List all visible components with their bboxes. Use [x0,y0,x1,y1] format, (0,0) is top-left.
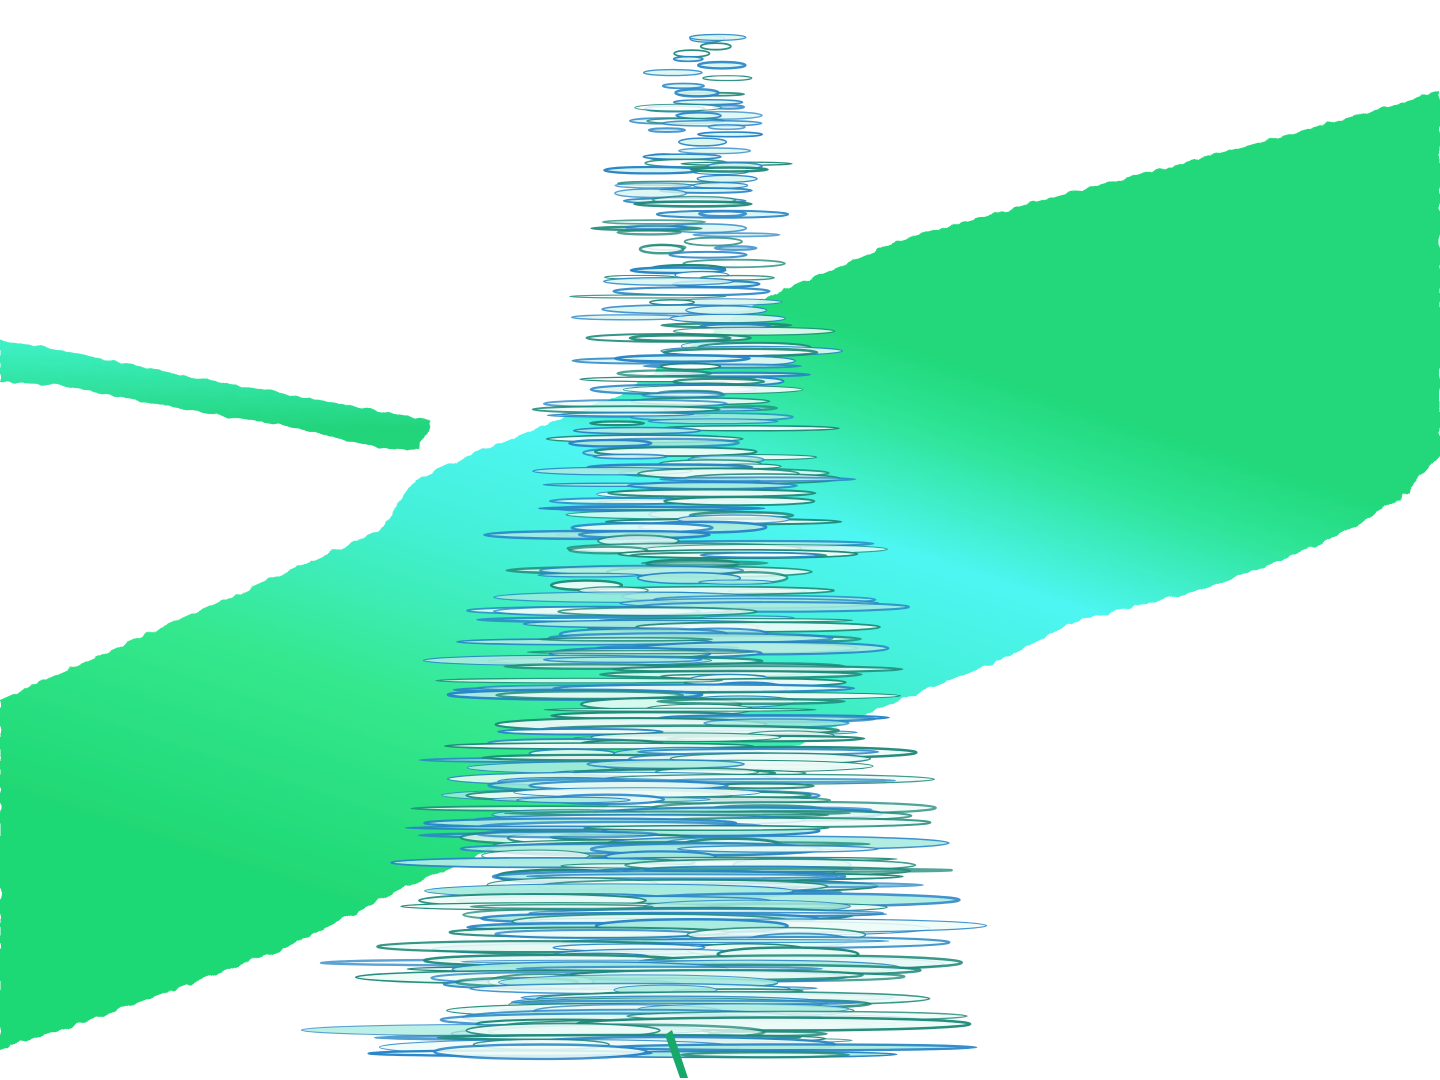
wave-streak [494,928,701,940]
wave-streak [685,305,768,316]
wave-streak [495,690,685,700]
wave-streak [678,137,728,147]
wave-streak [475,830,660,839]
wave-streak [672,326,836,336]
surface-spike [665,1030,688,1078]
wave-streak [433,1043,649,1061]
wave-streak [601,219,707,225]
wave-streak [661,82,706,90]
wave-streak [707,123,746,131]
wave-streak [647,418,779,425]
wave-streak [537,572,641,578]
wave-streak [531,405,721,414]
wave-streak [612,286,771,297]
wave-streak [614,182,693,189]
wave-streak [638,243,685,255]
wave-streak [656,697,846,706]
wave-streak [616,229,682,236]
wave-streak [586,758,745,770]
wave-streak [497,727,664,736]
wave-streaks [300,33,988,1078]
wave-streak [526,649,756,655]
wave-streak [673,49,711,58]
wave-streak [572,426,702,435]
wave-streak [589,420,646,427]
wave-streak [614,188,688,199]
wave-streak [699,42,732,51]
wave-streak [633,200,753,208]
wave-streak [616,369,713,378]
wave-streak [568,438,653,448]
wave-streak [683,236,743,247]
wave-streak [663,496,816,507]
wave-streak [640,560,769,566]
wave-streak [647,127,687,133]
wave-streak [607,488,817,498]
wave-streak [669,313,787,324]
wave-streak [699,551,821,559]
wave-streak [697,209,748,218]
wave-streak [537,505,766,512]
wave-streak [543,707,817,712]
wave-streak [626,481,798,490]
wave-streak [702,75,753,82]
wave-streak [583,824,830,831]
wave-streak [569,294,727,299]
wave-streak [602,276,735,286]
wave-streak [697,60,747,70]
wave-streak [624,224,689,231]
wave-streak [676,844,879,853]
wave-streak [516,796,631,804]
wave-streak [659,362,722,371]
branch-tube [0,340,430,450]
wave-streak [658,476,857,483]
wave-streak [592,453,669,460]
wave-streak [692,232,781,238]
wave-streak [634,103,722,112]
wave-streak [668,250,748,259]
wave-streak [559,412,695,417]
wave-streak [688,33,747,42]
wave-streak [697,131,764,138]
wave-streak [672,55,704,63]
wave-streak [609,1043,978,1052]
wave-streak [713,245,758,251]
wave-streak [689,166,769,173]
wave-streak [642,68,703,77]
wave-streak [613,354,751,363]
wave-streak [542,656,703,664]
wave-streak [603,165,702,175]
wave-streak [698,579,774,585]
wave-streak [590,732,782,743]
wave-streak [435,677,724,684]
wave-streak [537,636,714,642]
wave-streak [525,873,839,880]
wave-streak [648,298,696,306]
wave-streak [641,391,726,399]
wave-streak [679,1051,851,1059]
wave-streak [677,147,752,155]
wave-streak [674,87,720,98]
wave-streak [557,606,758,617]
wave-streak [570,314,686,321]
wave-streak [628,333,732,343]
